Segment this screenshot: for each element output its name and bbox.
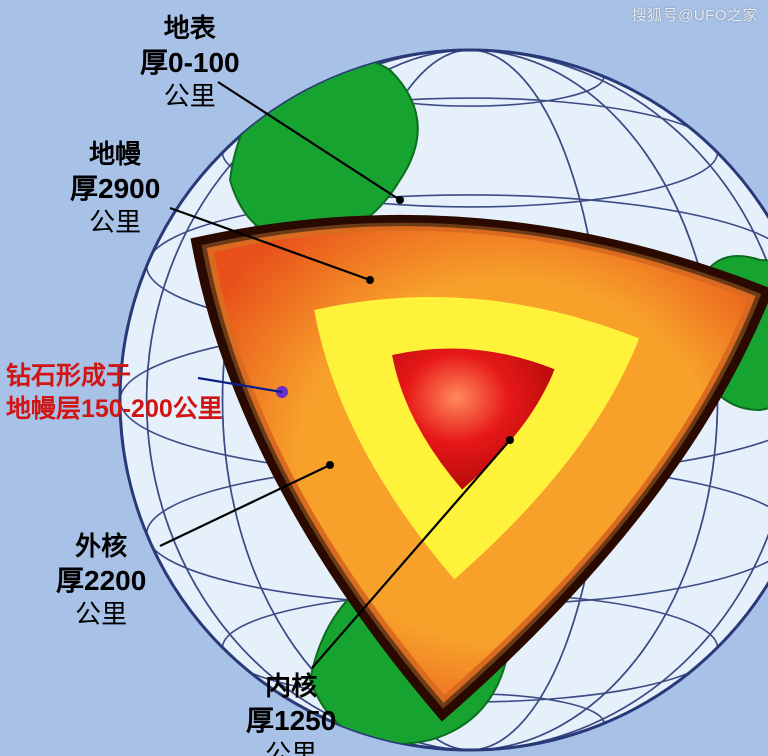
label-inner-core-value: 厚1250 <box>246 703 336 738</box>
label-crust: 地表 厚0-100 公里 <box>140 12 240 112</box>
label-inner-core-title: 内核 <box>246 670 336 703</box>
label-crust-unit: 公里 <box>140 80 240 113</box>
label-diamond: 钻石形成于 地幔层150-200公里 <box>6 360 223 425</box>
label-mantle-value: 厚2900 <box>70 171 160 206</box>
label-outer-core: 外核 厚2200 公里 <box>56 530 146 630</box>
label-mantle: 地幔 厚2900 公里 <box>70 138 160 238</box>
diagram-stage: 地表 厚0-100 公里 地幔 厚2900 公里 钻石形成于 地幔层150-20… <box>0 0 768 756</box>
watermark: 搜狐号@UFO之家 <box>632 4 758 25</box>
label-inner-core-unit: 公里 <box>246 738 336 756</box>
label-outer-core-unit: 公里 <box>56 598 146 631</box>
label-inner-core: 内核 厚1250 公里 <box>246 670 336 756</box>
label-diamond-line1: 钻石形成于 <box>6 362 131 390</box>
label-crust-value: 厚0-100 <box>140 45 240 80</box>
label-diamond-line2: 地幔层150-200公里 <box>6 395 223 423</box>
label-mantle-title: 地幔 <box>70 138 160 171</box>
label-mantle-unit: 公里 <box>70 206 160 239</box>
label-outer-core-value: 厚2200 <box>56 563 146 598</box>
label-outer-core-title: 外核 <box>56 530 146 563</box>
label-crust-title: 地表 <box>140 12 240 45</box>
